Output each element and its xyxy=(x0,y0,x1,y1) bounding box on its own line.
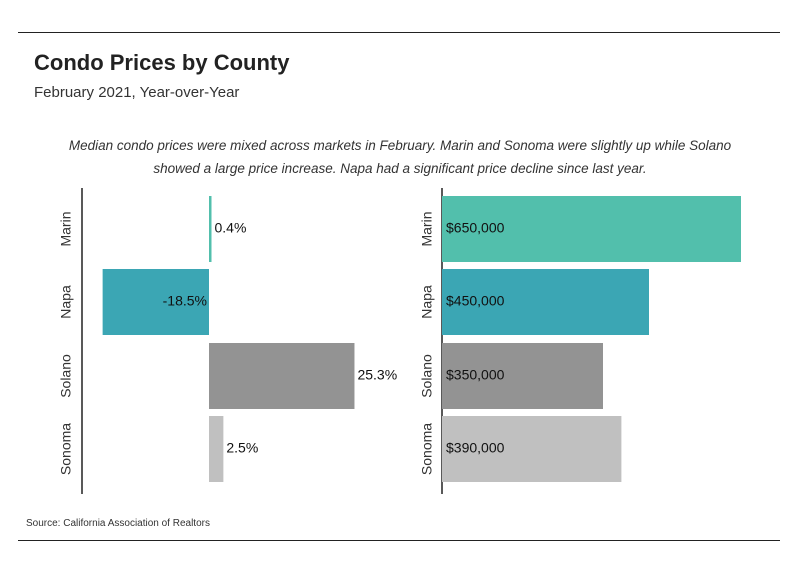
value-label-pct-solano: 25.3% xyxy=(357,367,397,383)
bar-price-marin xyxy=(442,196,741,262)
category-label-pct-marin: Marin xyxy=(58,211,74,246)
category-label-price-sonoma: Sonoma xyxy=(419,423,435,475)
category-label-price-solano: Solano xyxy=(419,354,435,398)
bar-price-napa xyxy=(442,269,649,335)
value-label-pct-sonoma: 2.5% xyxy=(226,440,258,456)
chart-description: Median condo prices were mixed across ma… xyxy=(68,138,732,176)
chart-title: Condo Prices by County xyxy=(34,50,290,75)
value-label-price-solano: $350,000 xyxy=(446,367,505,383)
value-label-price-marin: $650,000 xyxy=(446,220,505,236)
category-label-pct-solano: Solano xyxy=(58,354,74,398)
bar-pct-napa xyxy=(102,269,209,335)
bottom-rule xyxy=(18,540,780,541)
bar-pct-solano xyxy=(209,343,355,409)
category-label-pct-sonoma: Sonoma xyxy=(58,423,74,475)
value-label-pct-napa: -18.5% xyxy=(163,293,207,309)
value-label-pct-marin: 0.4% xyxy=(215,220,247,236)
bar-pct-marin xyxy=(209,196,212,262)
value-label-price-napa: $450,000 xyxy=(446,293,505,309)
chart-subtitle: February 2021, Year-over-Year xyxy=(34,84,240,101)
category-label-pct-napa: Napa xyxy=(58,285,74,319)
source-note: Source: California Association of Realto… xyxy=(26,518,210,529)
bar-price-sonoma xyxy=(442,416,622,482)
category-label-price-marin: Marin xyxy=(419,211,435,246)
value-label-price-sonoma: $390,000 xyxy=(446,440,505,456)
top-rule xyxy=(18,32,780,33)
category-label-price-napa: Napa xyxy=(419,285,435,319)
bar-price-solano xyxy=(442,343,603,409)
bar-pct-sonoma xyxy=(209,416,224,482)
